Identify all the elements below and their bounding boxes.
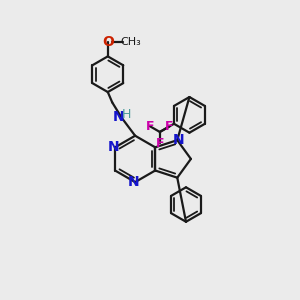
Text: N: N <box>108 140 119 154</box>
Text: F: F <box>156 137 164 150</box>
Text: CH₃: CH₃ <box>120 37 141 47</box>
Text: N: N <box>112 110 124 124</box>
Text: O: O <box>102 34 114 49</box>
Text: F: F <box>146 120 154 133</box>
Text: F: F <box>165 120 174 133</box>
Text: N: N <box>128 175 140 189</box>
Text: H: H <box>122 108 131 121</box>
Text: N: N <box>173 133 184 147</box>
